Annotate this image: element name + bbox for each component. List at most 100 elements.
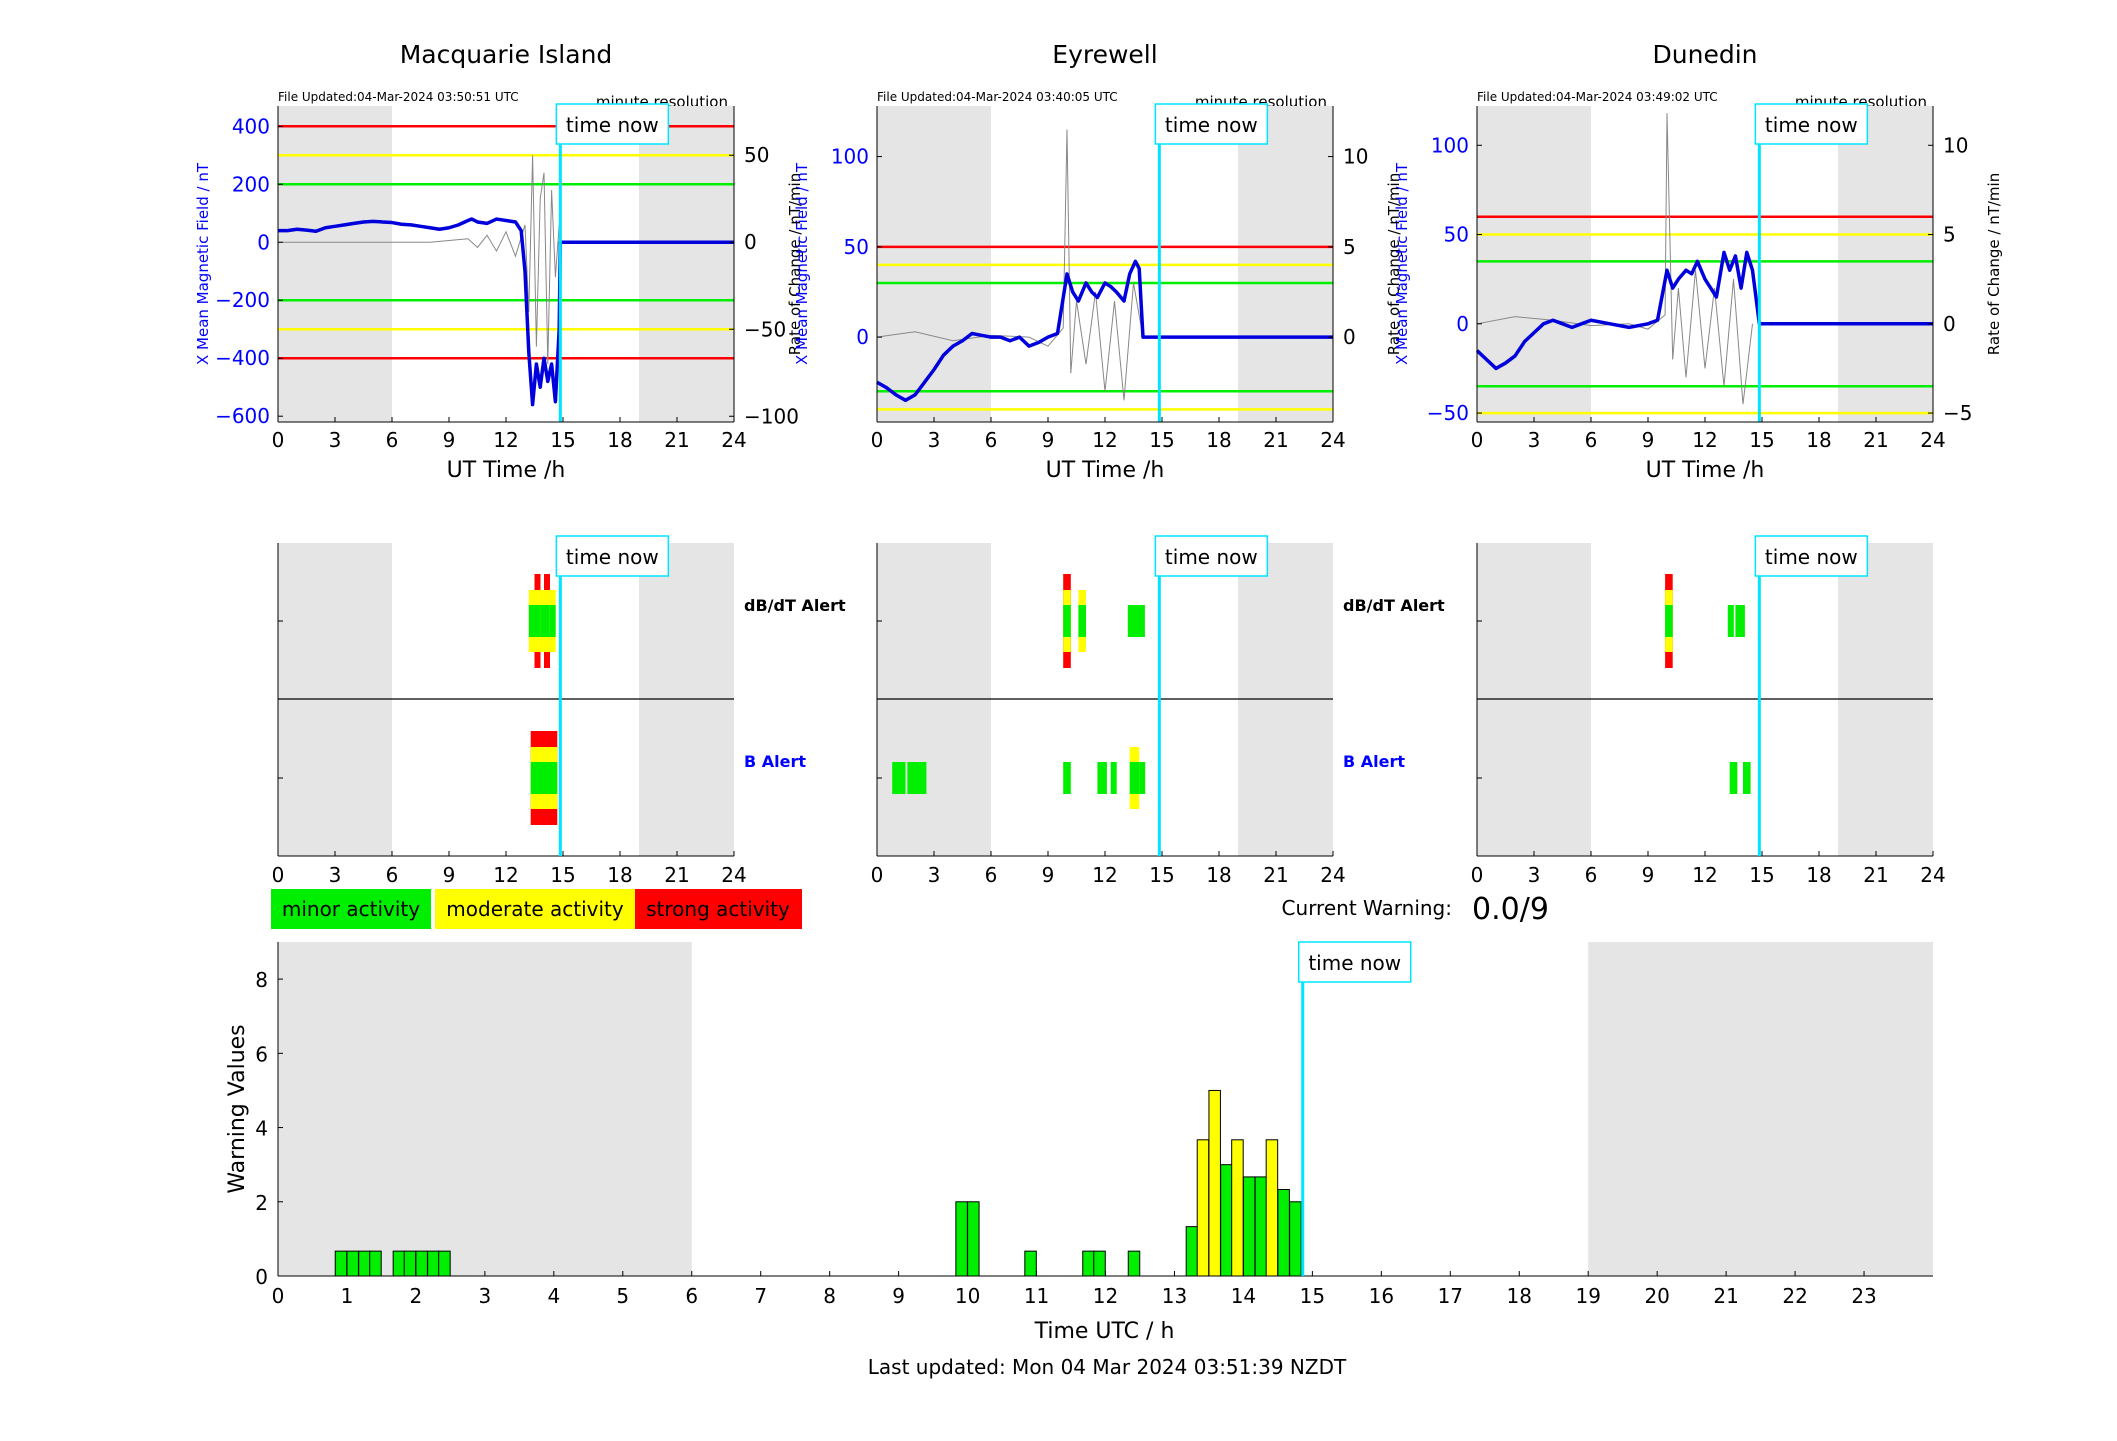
left-y-tick-label: 50	[1444, 223, 1469, 247]
x-tick-label: 6	[985, 428, 998, 452]
bar-x-tick-label: 15	[1300, 1284, 1325, 1308]
rate-of-change-line	[1476, 113, 1753, 405]
dbdt-alert-minor	[1735, 605, 1745, 637]
bar-x-tick-label: 14	[1231, 1284, 1256, 1308]
legend-strong-label: strong activity	[646, 897, 790, 921]
night-shade	[278, 942, 692, 1276]
right-y-tick-label: −50	[744, 317, 786, 341]
right-y-tick-label: 5	[1343, 235, 1356, 259]
bar-x-tick-label: 18	[1507, 1284, 1532, 1308]
x-axis-label: UT Time /h	[1646, 458, 1765, 483]
x-tick-label: 3	[1528, 863, 1541, 887]
b-alert-minor	[1139, 762, 1146, 794]
b-alert-minor	[1063, 762, 1071, 794]
warning-bar	[1277, 1189, 1290, 1277]
x-tick-label: 0	[272, 428, 285, 452]
dbdt-alert-minor	[1063, 605, 1071, 637]
warning-bar	[427, 1250, 440, 1277]
time-now-box	[555, 535, 670, 577]
x-tick-label: 9	[443, 863, 456, 887]
x-tick-label: 15	[550, 863, 575, 887]
x-tick-label: 15	[1749, 863, 1774, 887]
warning-bar	[1265, 1139, 1279, 1277]
dbdt-alert-minor	[1727, 605, 1734, 637]
dbdt-alert-minor	[528, 605, 535, 637]
station-panel-3: Dunedin File Updated:04-Mar-2024 03:49:02…	[1393, 40, 2003, 483]
x-tick-label: 18	[1206, 863, 1231, 887]
bar-y-tick-label: 0	[255, 1265, 268, 1289]
night-shade	[1477, 106, 1591, 422]
b-alert-minor	[1097, 762, 1107, 794]
rate-of-change-line	[876, 129, 1144, 401]
right-y-tick-label: −100	[744, 404, 799, 428]
dbdt-alert-minor	[1127, 605, 1145, 637]
warning-values-chart: 0 1 2 3 4 5 6 7 8 9 10 11 12 13 14 15 16 17 18 19 20 21 22 2302…	[225, 941, 1933, 1344]
alert-panel-3: 0 3 6 9 12 15 18 21 24 time now	[1471, 535, 1946, 887]
activity-legend: minor activity moderate activity strong ac…	[271, 889, 802, 929]
x-tick-label: 18	[1806, 428, 1831, 452]
x-tick-label: 21	[664, 863, 689, 887]
magnetic-field-line	[1475, 250, 1933, 371]
warning-bar	[1289, 1201, 1302, 1277]
dbdt-alert-minor	[549, 605, 556, 637]
bar-y-axis-label: Warning Values	[225, 1024, 250, 1193]
left-y-tick-label: −200	[215, 288, 270, 312]
warning-bar	[967, 1201, 980, 1277]
warning-bar	[1185, 1226, 1199, 1277]
warning-bar	[1127, 1250, 1141, 1277]
x-tick-label: 18	[1206, 428, 1231, 452]
x-tick-label: 9	[1642, 428, 1655, 452]
x-tick-label: 6	[386, 863, 399, 887]
x-tick-label: 9	[443, 428, 456, 452]
x-tick-label: 24	[721, 428, 746, 452]
file-updated-text: File Updated:04-Mar-2024 03:49:02 UTC	[1477, 90, 1718, 104]
left-y-axis-label: X Mean Magnetic Field / nT	[1393, 162, 1411, 365]
right-y-tick-label: −5	[1943, 401, 1972, 425]
night-shade	[1838, 106, 1933, 422]
left-y-tick-label: 100	[831, 145, 869, 169]
time-now-box	[555, 103, 670, 145]
rate-of-change-line	[278, 155, 561, 365]
file-updated-text: File Updated:04-Mar-2024 03:40:05 UTC	[877, 90, 1118, 104]
bar-x-tick-label: 0	[272, 1284, 285, 1308]
right-y-axis-label: Rate of Change / nT/min	[786, 173, 804, 355]
bar-y-tick-label: 4	[255, 1117, 268, 1141]
bar-x-tick-label: 20	[1644, 1284, 1669, 1308]
x-tick-label: 6	[386, 428, 399, 452]
bar-x-tick-label: 6	[685, 1284, 698, 1308]
bar-x-tick-label: 3	[479, 1284, 492, 1308]
x-tick-label: 9	[1042, 863, 1055, 887]
bar-x-tick-label: 5	[616, 1284, 629, 1308]
b-alert-minor	[1110, 762, 1117, 794]
x-tick-label: 3	[928, 428, 941, 452]
legend-strong-swatch	[635, 889, 802, 929]
x-tick-label: 3	[329, 428, 342, 452]
bar-y-tick-label: 2	[255, 1191, 268, 1215]
warning-bar	[1242, 1176, 1256, 1277]
right-y-axis-label: Rate of Change / nT/min	[1385, 173, 1403, 355]
left-y-axis-label: X Mean Magnetic Field / nT	[194, 162, 212, 365]
bar-y-tick-label: 6	[255, 1042, 268, 1066]
x-tick-label: 24	[1920, 863, 1945, 887]
bar-x-tick-label: 9	[892, 1284, 905, 1308]
warning-bar	[955, 1201, 968, 1277]
warning-bar	[334, 1250, 348, 1277]
warning-bar	[1082, 1250, 1095, 1277]
x-tick-label: 0	[871, 428, 884, 452]
station-title: Eyrewell	[1052, 40, 1157, 69]
warning-bar	[1254, 1176, 1268, 1277]
b-alert-minor	[530, 762, 558, 794]
b-alert-label: B Alert	[1343, 752, 1405, 771]
x-tick-label: 6	[1585, 428, 1598, 452]
bar-x-axis-label: Time UTC / h	[1034, 1319, 1175, 1344]
time-now-label: time now	[1165, 113, 1258, 137]
left-y-tick-label: −50	[1427, 401, 1469, 425]
time-now-label: time now	[1165, 545, 1258, 569]
dbdt-alert-label: dB/dT Alert	[744, 596, 846, 615]
bar-x-tick-label: 21	[1713, 1284, 1738, 1308]
x-tick-label: 21	[664, 428, 689, 452]
warning-bar	[358, 1250, 371, 1277]
x-tick-label: 0	[1471, 863, 1484, 887]
